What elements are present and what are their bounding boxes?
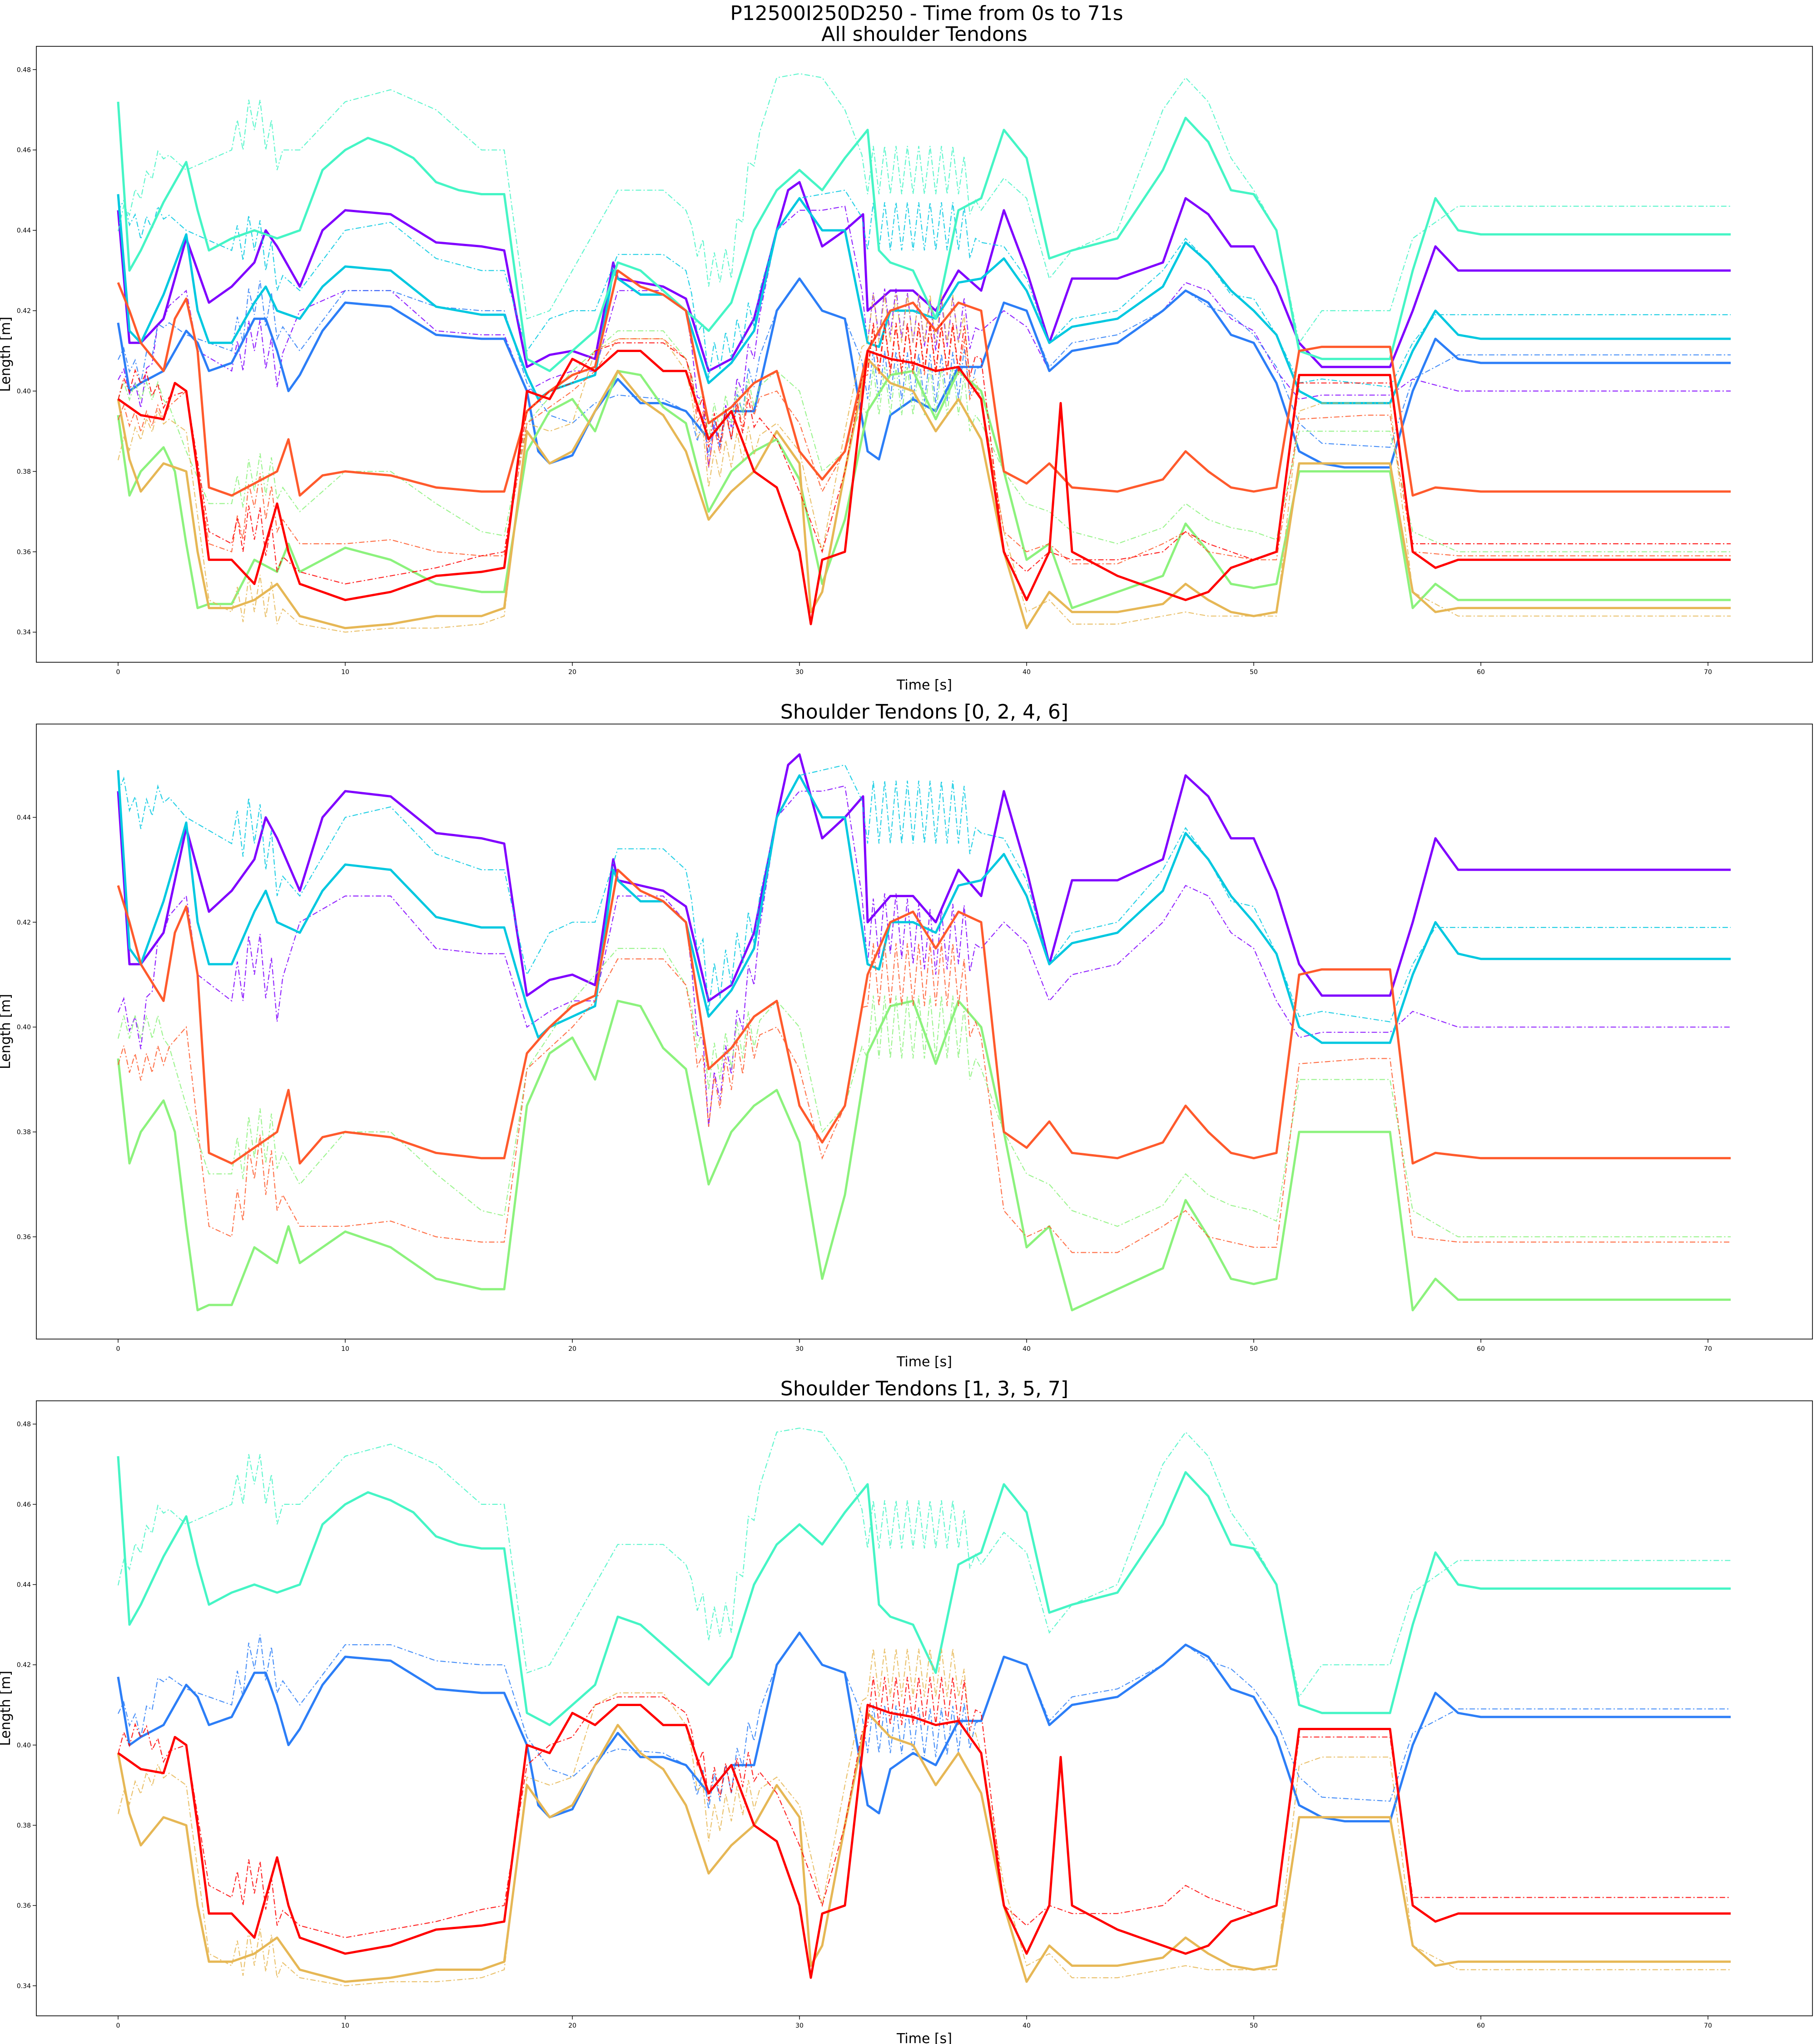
panels: All shoulder Tendons 0 10 20 30 40 50 60 70 0.34 0… xyxy=(0,23,1813,2044)
y-tick-label: 0.44 xyxy=(17,227,31,234)
x-tick-label: 70 xyxy=(1704,669,1712,676)
x-tick-label: 40 xyxy=(1023,2022,1031,2029)
series-actual-4 xyxy=(117,1000,1731,1311)
series-target-5 xyxy=(117,1648,1731,1986)
y-tick-label: 0.34 xyxy=(17,1983,31,1990)
x-tick-label: 60 xyxy=(1477,2022,1485,2029)
series-target-7 xyxy=(117,322,1731,585)
series-actual-6 xyxy=(117,868,1731,1165)
chart-panel-2: Shoulder Tendons [1, 3, 5, 7] 0 10 20 30 40 50… xyxy=(0,1377,1813,2044)
series-actual-1 xyxy=(117,277,1731,469)
y-tick-label: 0.40 xyxy=(17,388,31,395)
y-tick-label: 0.48 xyxy=(17,66,31,74)
x-tick-label: 40 xyxy=(1023,1345,1031,1353)
x-axis-label: Time [s] xyxy=(896,677,952,693)
series-target-2 xyxy=(118,189,1731,388)
y-tick-label: 0.42 xyxy=(17,1662,31,1669)
y-tick-label: 0.46 xyxy=(17,1501,31,1508)
series-actual-3 xyxy=(117,101,1731,372)
series-actual-5 xyxy=(117,357,1731,630)
series-target-1 xyxy=(118,278,1731,456)
y-axis-label: Length [m] xyxy=(0,994,14,1069)
y-tick-label: 0.44 xyxy=(17,814,31,821)
series-actual-6 xyxy=(117,269,1731,497)
chart-title: Shoulder Tendons [0, 2, 4, 6] xyxy=(780,700,1068,724)
chart-panel-0: All shoulder Tendons 0 10 20 30 40 50 60 70 0.34 0… xyxy=(0,23,1813,693)
x-tick-label: 70 xyxy=(1704,2022,1712,2029)
series-target-7 xyxy=(117,1677,1731,1938)
axes-frame xyxy=(36,46,1813,663)
x-tick-label: 30 xyxy=(795,669,804,676)
x-tick-label: 40 xyxy=(1023,669,1031,676)
axes-frame xyxy=(36,1400,1813,2016)
x-tick-label: 60 xyxy=(1477,669,1485,676)
series-actual-2 xyxy=(117,194,1731,404)
y-tick-label: 0.34 xyxy=(17,629,31,636)
series-target-4 xyxy=(117,948,1731,1237)
series-target-1 xyxy=(118,1632,1731,1810)
y-tick-label: 0.42 xyxy=(17,308,31,315)
series-target-2 xyxy=(117,764,1731,1022)
y-tick-label: 0.38 xyxy=(17,1822,31,1829)
x-axis-label: Time [s] xyxy=(896,2031,952,2044)
series-actual-3 xyxy=(117,1456,1731,1726)
series-actual-1 xyxy=(117,1632,1731,1823)
x-tick-label: 50 xyxy=(1250,1345,1258,1353)
axes-frame xyxy=(36,724,1813,1340)
series-actual-0 xyxy=(117,181,1731,372)
y-tick-label: 0.38 xyxy=(17,468,31,476)
y-tick-label: 0.38 xyxy=(17,1129,31,1136)
series-target-3 xyxy=(117,73,1731,344)
series-actual-2 xyxy=(117,770,1731,1044)
y-tick-label: 0.40 xyxy=(17,1742,31,1749)
y-tick-label: 0.36 xyxy=(17,1902,31,1910)
y-tick-label: 0.46 xyxy=(17,147,31,154)
series-actual-7 xyxy=(117,1704,1731,1979)
x-tick-label: 70 xyxy=(1704,1345,1712,1353)
y-tick-label: 0.42 xyxy=(17,919,31,926)
series-target-6 xyxy=(117,943,1731,1253)
x-tick-label: 20 xyxy=(568,669,576,676)
x-tick-label: 0 xyxy=(116,669,120,676)
y-tick-label: 0.48 xyxy=(17,1421,31,1428)
series-group xyxy=(117,73,1731,633)
y-axis-label: Length [m] xyxy=(0,317,14,392)
series-target-6 xyxy=(117,327,1731,565)
y-axis-label: Length [m] xyxy=(0,1671,14,1746)
series-target-3 xyxy=(117,1427,1731,1698)
x-tick-label: 60 xyxy=(1477,1345,1485,1353)
x-tick-label: 10 xyxy=(341,1345,349,1353)
series-group xyxy=(117,753,1731,1311)
x-tick-label: 20 xyxy=(568,1345,576,1353)
x-tick-label: 0 xyxy=(116,2022,120,2029)
y-tick-label: 0.40 xyxy=(17,1024,31,1031)
series-target-0 xyxy=(117,785,1731,1127)
series-actual-4 xyxy=(117,370,1731,610)
series-target-0 xyxy=(118,205,1731,468)
series-actual-5 xyxy=(117,1712,1731,1983)
y-tick-label: 0.44 xyxy=(17,1582,31,1589)
series-actual-0 xyxy=(117,753,1731,1002)
y-tick-label: 0.36 xyxy=(17,549,31,556)
x-tick-label: 0 xyxy=(116,1345,120,1353)
chart-panel-1: Shoulder Tendons [0, 2, 4, 6] 0 10 20 30 40 50… xyxy=(0,700,1813,1370)
x-tick-label: 10 xyxy=(341,2022,349,2029)
figure-suptitle: P12500I250D250 - Time from 0s to 71s xyxy=(730,2,1123,25)
x-axis-label: Time [s] xyxy=(896,1354,952,1370)
series-actual-7 xyxy=(117,350,1731,625)
series-group xyxy=(117,1427,1731,1986)
chart-title: All shoulder Tendons xyxy=(821,23,1027,46)
x-tick-label: 50 xyxy=(1250,2022,1258,2029)
x-tick-label: 20 xyxy=(568,2022,576,2029)
x-tick-label: 30 xyxy=(795,1345,804,1353)
series-target-4 xyxy=(117,330,1731,552)
x-tick-label: 10 xyxy=(341,669,349,676)
x-tick-label: 30 xyxy=(795,2022,804,2029)
x-tick-label: 50 xyxy=(1250,669,1258,676)
chart-title: Shoulder Tendons [1, 3, 5, 7] xyxy=(780,1377,1068,1400)
y-tick-label: 0.36 xyxy=(17,1234,31,1241)
